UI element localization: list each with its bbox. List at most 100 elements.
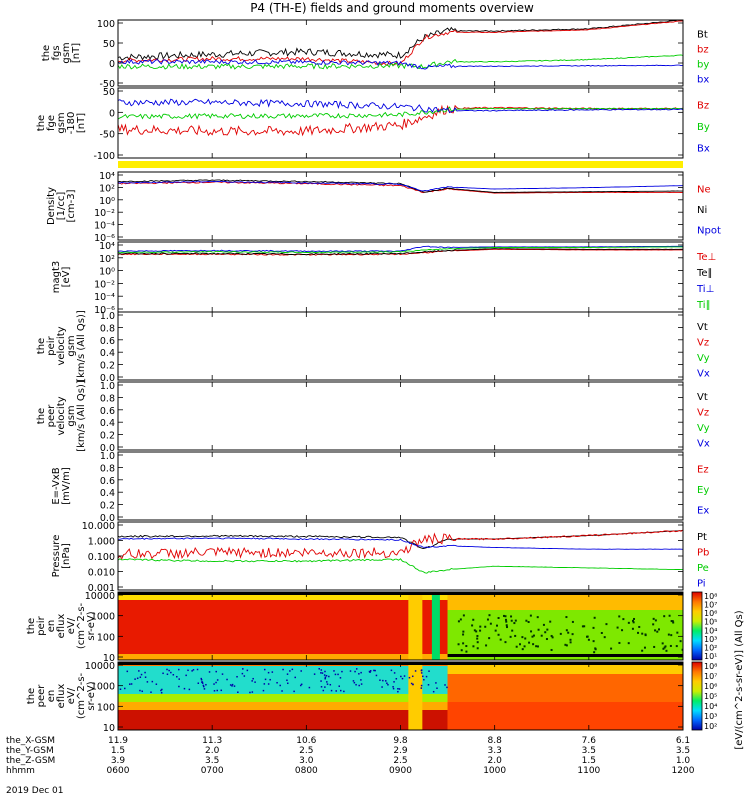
colorbar-tick-label: 10⁷ xyxy=(704,601,717,610)
spectrogram-cell xyxy=(460,649,463,652)
spectrogram-cell xyxy=(510,619,513,622)
spectrogram-cell xyxy=(581,625,584,628)
panel-frame xyxy=(117,87,684,159)
spectrogram-cell xyxy=(472,618,475,621)
spectrogram-cell xyxy=(118,592,448,600)
footer-value: 1200 xyxy=(671,766,695,776)
spectrogram-cell xyxy=(676,631,679,634)
footer-row-label: hhmm xyxy=(6,766,35,776)
spectrogram-cell xyxy=(592,626,595,629)
colorbar xyxy=(691,591,703,661)
spectrogram-cell xyxy=(202,684,205,687)
spectrogram-cell xyxy=(428,670,430,672)
y-tick-label: 10⁰ xyxy=(99,196,115,207)
footer-row-label: the_Z-GSM xyxy=(6,756,56,766)
footer-value: 3.5 xyxy=(581,746,596,756)
footer-value: 1.5 xyxy=(581,756,596,766)
spectrogram-cell xyxy=(221,673,224,675)
spectrogram-cell xyxy=(502,614,505,617)
y-tick-label: 0.6 xyxy=(100,336,115,347)
y-tick-label: 50 xyxy=(103,39,115,50)
spectrogram-cell xyxy=(672,621,675,624)
y-axis-label: [cm-3] xyxy=(66,189,77,222)
y-tick-label: 0.0 xyxy=(100,373,115,384)
spectrogram-cell xyxy=(205,683,207,686)
spectrogram-cell xyxy=(166,668,168,671)
spectrogram-cell xyxy=(565,616,568,619)
spectrogram-cell xyxy=(339,689,342,692)
spectrogram-cell xyxy=(144,676,147,678)
spectrogram-cell xyxy=(178,678,180,680)
legend-label: Ni xyxy=(697,205,707,216)
spectrogram-cell xyxy=(475,630,478,633)
spectrogram-cell xyxy=(488,614,491,617)
spectrogram-cell xyxy=(360,679,362,681)
y-tick-label: 10 xyxy=(103,653,115,664)
series-line-Ti∥ xyxy=(117,246,683,254)
spectrogram-peir-eflux xyxy=(118,592,683,660)
footer-value: 0900 xyxy=(389,766,412,776)
spectrogram-cell xyxy=(136,677,139,680)
y-axis-label: fgs xyxy=(51,45,62,60)
y-axis-label: velocity xyxy=(56,396,67,435)
y-axis-label: the xyxy=(36,338,47,354)
spectrogram-cell xyxy=(118,598,448,654)
spectrogram-cell xyxy=(249,691,251,694)
panel-fgs: Bt bz by bx 100 50 0 -50 the fgs gsm [nT] xyxy=(41,19,709,90)
y-axis-label: peer xyxy=(46,404,57,428)
spectrogram-cell xyxy=(420,684,423,687)
spectrogram-cell xyxy=(192,669,195,671)
spectrogram-cell xyxy=(337,673,339,676)
spectrogram-cell xyxy=(144,671,146,674)
spectrogram-cell xyxy=(675,645,678,648)
spectrogram-cell xyxy=(627,642,630,645)
spectrogram-cell xyxy=(187,669,189,672)
spectrogram-cell xyxy=(197,682,200,684)
legend-label: Vz xyxy=(697,337,709,348)
spectrogram-cell xyxy=(267,671,270,674)
y-tick-label: 0.2 xyxy=(100,431,115,442)
spectrogram-cell xyxy=(485,644,488,647)
spectrogram-cell xyxy=(457,620,460,623)
colorbar-tick-label: 10⁶ xyxy=(704,609,717,618)
spectrogram-cell xyxy=(119,688,122,690)
spectrogram-cell xyxy=(126,670,129,673)
spectrogram-cell xyxy=(499,638,502,641)
spectrogram-cell xyxy=(514,619,517,622)
series-line-Ne xyxy=(117,181,684,194)
spectrogram-cell xyxy=(654,629,657,632)
spectrogram-cell xyxy=(146,681,149,683)
footer-value: 9.8 xyxy=(393,736,408,746)
y-tick-label: 0.8 xyxy=(100,393,115,404)
spectrogram-cell xyxy=(287,682,289,685)
y-tick-label: 0.4 xyxy=(100,418,115,429)
colorbar-tick-label: 10⁷ xyxy=(704,672,717,681)
spectrogram-cell xyxy=(254,681,256,683)
spectrogram-cell xyxy=(382,679,384,682)
spectrogram-cell xyxy=(515,645,518,648)
spectrogram-cell xyxy=(124,687,126,690)
spectrogram-cell xyxy=(324,677,326,680)
footer-value: 10.6 xyxy=(296,736,317,746)
series-line-Ni xyxy=(117,179,683,193)
spectrogram-cell xyxy=(535,645,538,648)
spectrogram-cell xyxy=(140,673,143,676)
spectrogram-cell xyxy=(527,621,530,624)
y-axis-label: the xyxy=(26,688,37,704)
spectrogram-cell xyxy=(385,680,387,682)
spectrogram-cell xyxy=(559,632,562,635)
spectrogram-cell xyxy=(476,637,479,640)
footer-value: 2.0 xyxy=(204,746,220,756)
spectrogram-cell xyxy=(662,647,665,650)
spectrogram-cell xyxy=(243,675,246,677)
spectrogram-cell xyxy=(663,646,666,649)
spectrogram-cell xyxy=(537,628,540,631)
y-axis-label: [km/s (All Qs)] xyxy=(76,380,87,452)
spectrogram-cell xyxy=(242,668,244,670)
spectrogram-cell xyxy=(529,614,532,617)
spectrogram-cell xyxy=(353,681,356,684)
spectrogram-cell xyxy=(236,675,238,678)
spectrogram-cell xyxy=(657,628,660,631)
